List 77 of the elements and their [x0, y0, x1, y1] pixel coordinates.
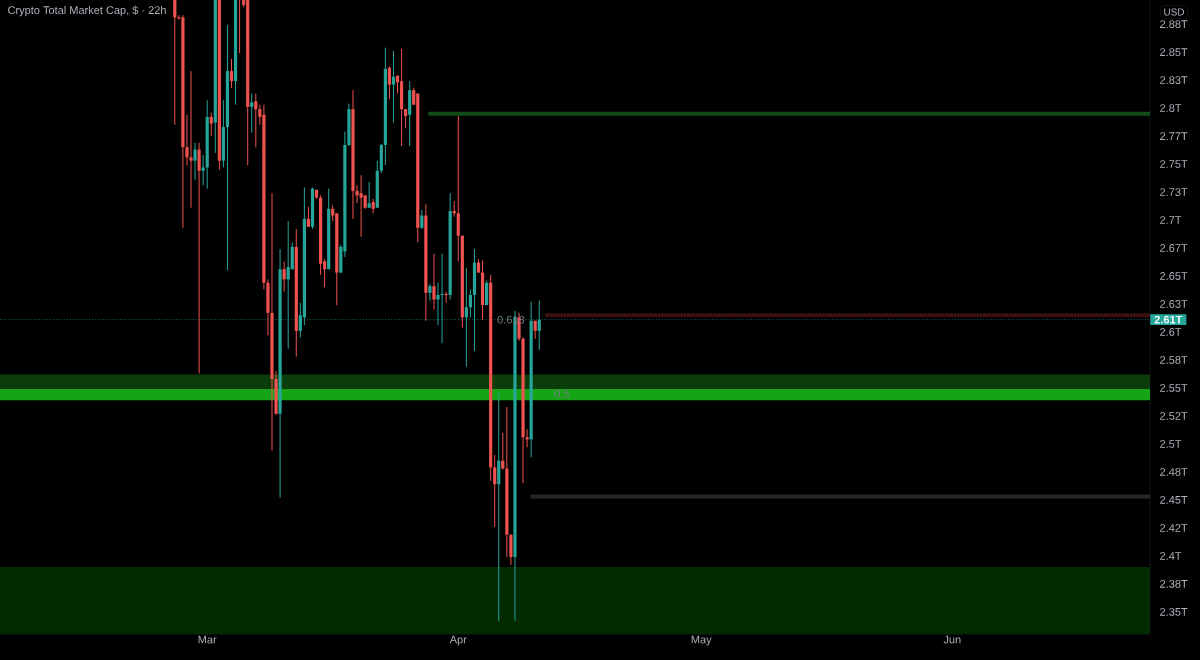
candlestick [294, 228, 298, 358]
candlestick [254, 93, 258, 148]
candlestick [197, 142, 201, 374]
x-tick-label: May [691, 635, 712, 646]
y-tick-label: 2.63T [1160, 300, 1188, 308]
x-tick-label: Apr [449, 635, 467, 646]
candlestick [375, 160, 379, 209]
candlestick [383, 47, 387, 166]
candlestick [456, 115, 460, 262]
candlestick [408, 80, 412, 147]
text: Crypto Total Market Cap, $ · 22h [8, 5, 166, 17]
y-tick-label: 2.52T [1160, 412, 1188, 420]
candlestick [310, 187, 315, 230]
candlestick [387, 66, 392, 100]
candlestick [501, 432, 505, 471]
y-tick-label: 2.83T [1160, 76, 1188, 84]
y-tick-label: 2.8T [1160, 104, 1182, 112]
candlestick [250, 93, 254, 134]
candlestick [416, 93, 420, 243]
candlestick [432, 253, 436, 311]
y-tick-label: 2.4T [1160, 552, 1182, 560]
candlestick [229, 58, 234, 89]
y-tick-label: 2.67T [1160, 244, 1188, 252]
candlestick [489, 274, 493, 482]
candlestick [189, 70, 193, 209]
y-tick-label: 2.75T [1160, 160, 1188, 168]
y-tick-label: 2.65T [1160, 272, 1188, 280]
candlestick [420, 209, 424, 230]
candlestick [306, 206, 311, 228]
y-tick-label: 2.38T [1160, 579, 1188, 588]
candlestick [318, 194, 323, 276]
y-tick-label: 2.6T [1160, 328, 1182, 336]
y-tick-label: 2.5T [1160, 440, 1182, 448]
ref-line-label: 2.61T [1154, 315, 1183, 324]
y-tick-label: 2.48T [1160, 468, 1188, 476]
candlestick [424, 203, 428, 322]
candlestick [193, 142, 197, 181]
y-tick-label: 2.85T [1160, 48, 1188, 56]
candlestick [359, 174, 363, 238]
candlestick [209, 112, 213, 137]
y-tick-label: 2.58T [1160, 356, 1188, 364]
y-tick-label: 2.88T [1160, 20, 1188, 28]
x-tick-label: Jun [943, 635, 961, 644]
candlestick [181, 14, 185, 229]
candlestick [468, 288, 473, 318]
candlestick [464, 267, 468, 368]
candlestick [448, 192, 452, 300]
y-tick-label: 2.7T [1160, 216, 1182, 224]
candlestick [225, 24, 230, 271]
candlestick [460, 235, 464, 328]
candlestick [282, 260, 286, 293]
candlestick [485, 279, 489, 307]
annotation: 0.5 [554, 389, 570, 398]
y-tick-label: 2.77T [1160, 132, 1188, 140]
candlestick [428, 283, 432, 302]
candlestick [493, 454, 497, 528]
x-tick-label: Mar [198, 635, 217, 644]
candlestick [367, 181, 371, 209]
candlestick [270, 192, 274, 452]
candlestick [505, 406, 509, 558]
y-tick-label: 2.55T [1160, 384, 1188, 392]
y-tick-label: 2.42T [1160, 524, 1188, 532]
y-tick-label: 2.73T [1160, 188, 1188, 196]
y-tick-label: 2.35T [1160, 607, 1188, 616]
candlestick [379, 143, 383, 174]
candlestick [497, 391, 501, 622]
candlestick [327, 188, 331, 270]
candlestick [201, 154, 205, 186]
candlestick [205, 99, 209, 190]
y-tick-label: 2.45T [1160, 495, 1188, 504]
candlestick [537, 300, 541, 351]
candlestick [351, 89, 355, 220]
candlestick [221, 99, 225, 168]
candlestick [391, 50, 396, 124]
candlestick [404, 108, 408, 129]
y-axis-title: USD [1164, 8, 1185, 16]
candlestick [335, 212, 339, 306]
